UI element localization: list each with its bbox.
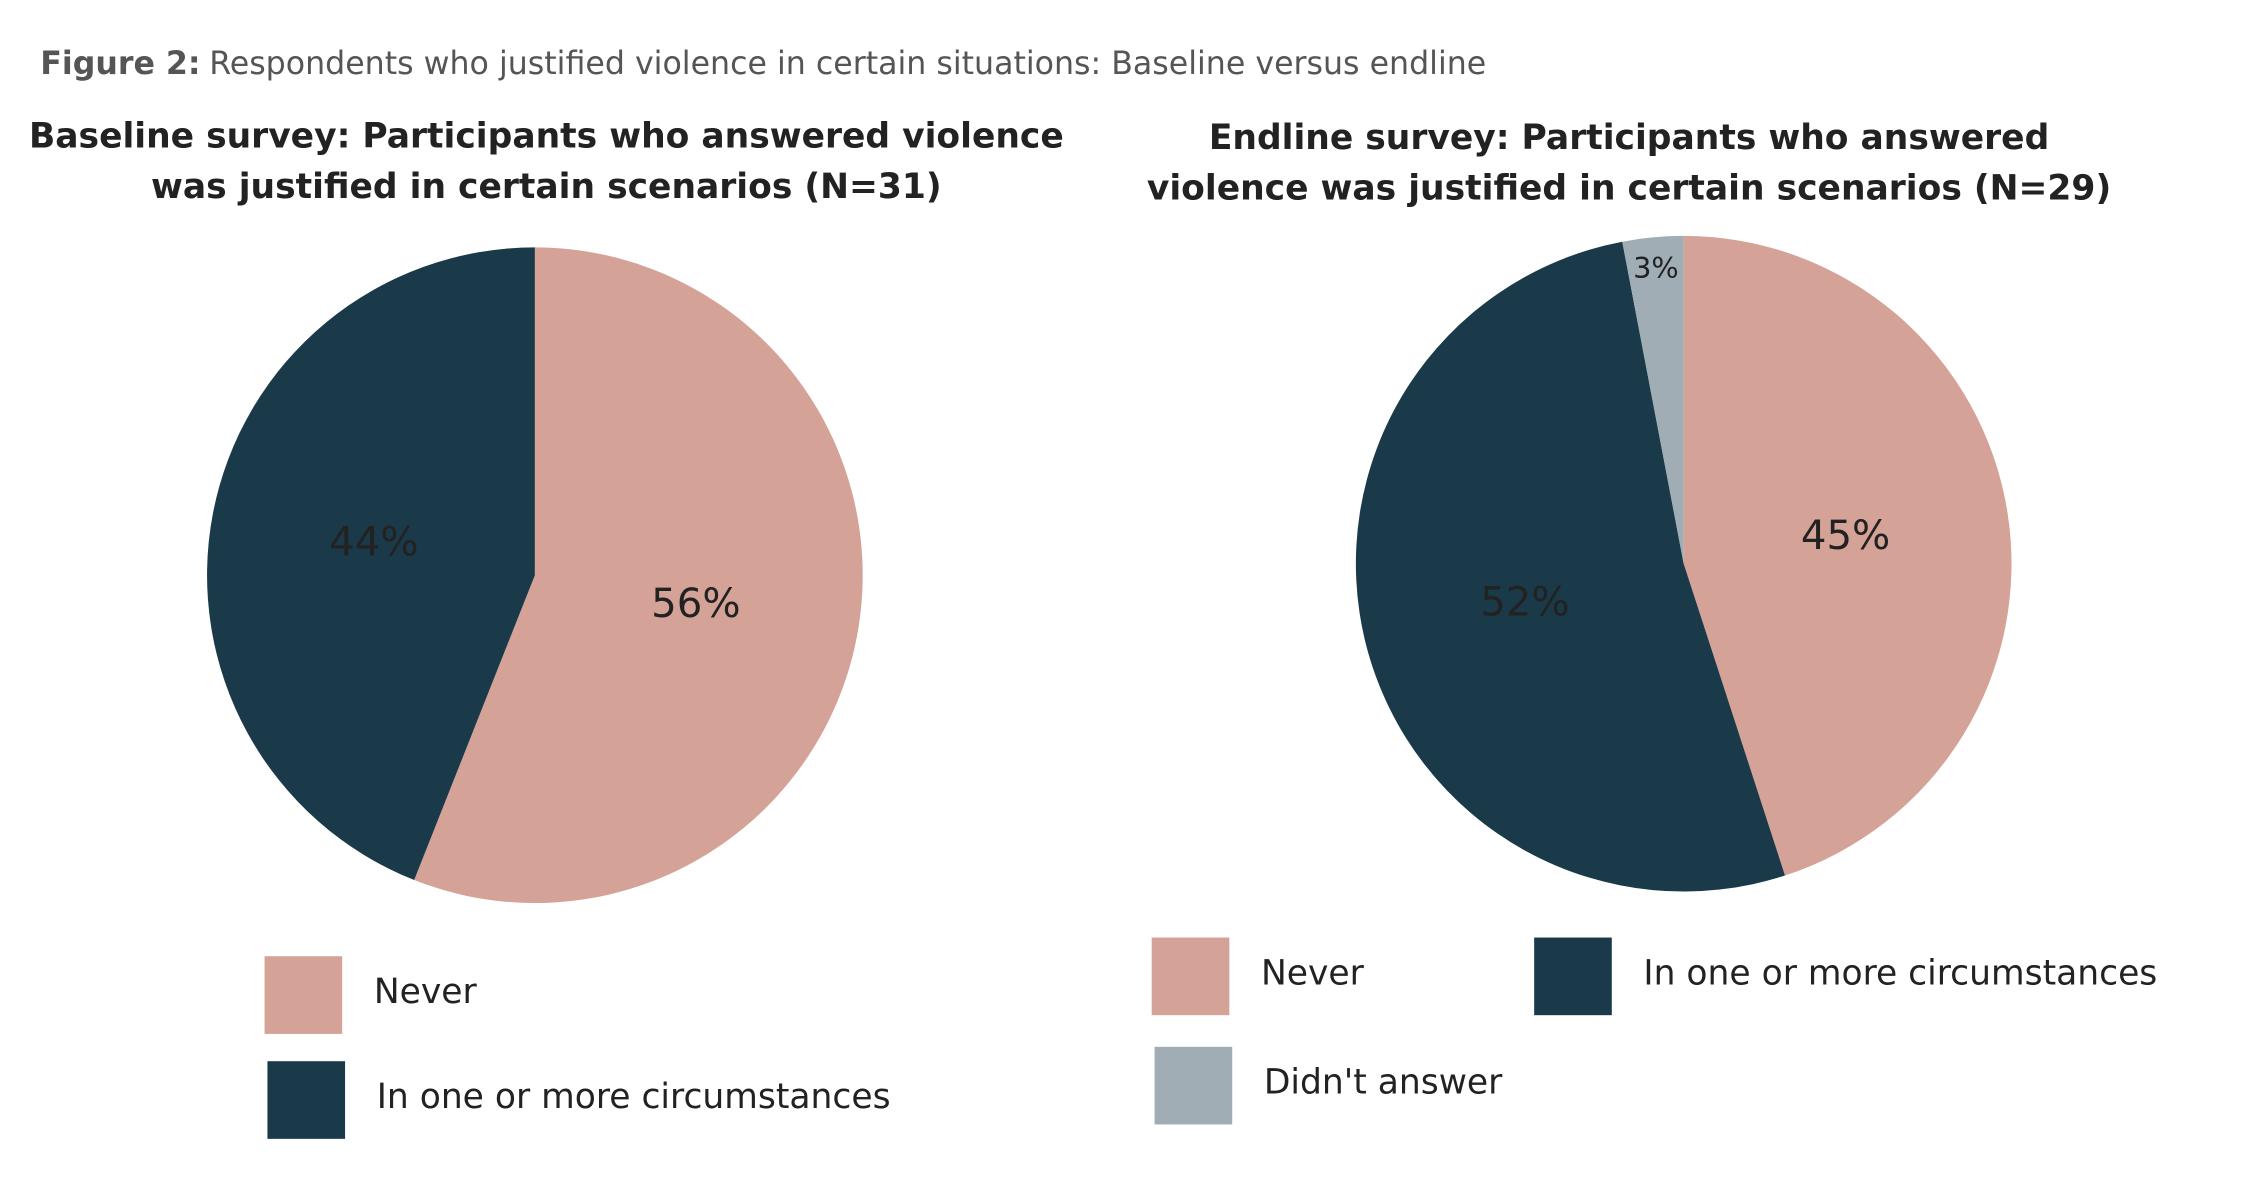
figure-label: Figure 2: xyxy=(40,46,200,82)
chart-title: Baseline survey: Participants who answer… xyxy=(29,117,1064,157)
data-label: 56% xyxy=(651,581,740,627)
data-label: 45% xyxy=(1801,513,1890,559)
pie-slice xyxy=(1622,235,1684,564)
legend-label: Didn't answer xyxy=(1264,1063,1503,1103)
pie-slice xyxy=(414,247,863,904)
legend-swatch xyxy=(264,956,343,1034)
chart-title: violence was justified in certain scenar… xyxy=(1147,168,2111,208)
legend-label: Never xyxy=(1261,953,1365,993)
pie-slice xyxy=(207,247,535,881)
legend-swatch xyxy=(1534,937,1612,1016)
data-label: 44% xyxy=(329,519,418,565)
legend-label: Never xyxy=(374,972,478,1012)
legend-swatch xyxy=(267,1061,346,1139)
legend-swatch xyxy=(1151,937,1230,1016)
data-label: 52% xyxy=(1480,579,1569,625)
pie-slice xyxy=(1683,235,2012,876)
legend-label: In one or more circumstances xyxy=(1643,953,2157,993)
legend-label: In one or more circumstances xyxy=(377,1077,891,1117)
legend-swatch xyxy=(1154,1046,1233,1125)
figure-caption: Figure 2: Respondents who justified viole… xyxy=(40,46,1486,82)
pie-slice xyxy=(1355,241,1785,892)
chart-title: was justified in certain scenarios (N=31… xyxy=(151,167,942,207)
figure-title: Respondents who justified violence in ce… xyxy=(209,46,1486,82)
chart-title: Endline survey: Participants who answere… xyxy=(1209,118,2049,158)
data-label: 3% xyxy=(1633,251,1679,285)
